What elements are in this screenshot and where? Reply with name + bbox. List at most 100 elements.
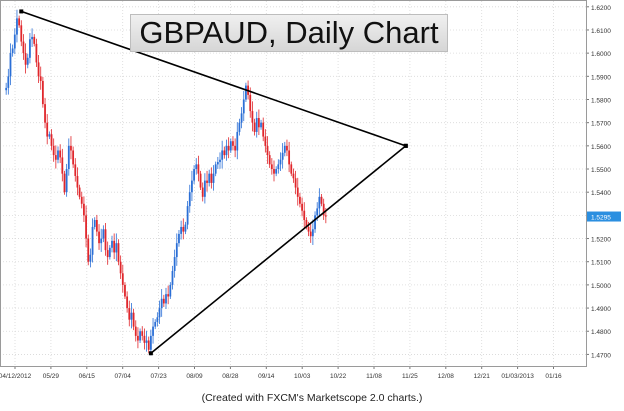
candle-body: [210, 173, 213, 183]
last-price-badge: [587, 211, 621, 222]
candle-body: [208, 173, 211, 183]
x-tick-label: 01/16: [545, 373, 562, 380]
trendline-anchor: [148, 351, 153, 356]
candle-body: [98, 231, 100, 244]
candle-body: [240, 113, 243, 123]
candle-body: [188, 192, 191, 207]
candle-body: [106, 250, 109, 258]
candle-body: [70, 145, 72, 151]
candle-body: [186, 206, 189, 225]
candle-body: [57, 150, 59, 160]
candle-body: [299, 196, 301, 204]
x-tick-label: 12/08: [438, 373, 455, 380]
trendline-upper: [21, 10, 407, 147]
candle-body: [33, 36, 36, 44]
candle-body: [281, 152, 284, 160]
candle-body: [39, 76, 42, 81]
candle-body: [195, 164, 198, 170]
x-tick-label: 12/21: [474, 373, 491, 380]
y-tick-label: 1.5700: [591, 121, 611, 128]
candle-body: [119, 261, 122, 274]
trendline-lower: [150, 145, 407, 354]
candle-body: [11, 48, 14, 54]
chart-caption: (Created with FXCM's Marketscope 2.0 cha…: [201, 392, 423, 404]
candle-body: [85, 215, 87, 239]
candle-body: [24, 53, 27, 65]
candle-body: [173, 257, 176, 271]
candle-body: [193, 169, 195, 181]
candle-body: [50, 134, 53, 146]
candle-body: [141, 331, 144, 336]
candle-body: [225, 145, 228, 156]
candle-body: [54, 155, 57, 160]
candle-body: [296, 187, 299, 197]
y-axis: 1.47001.48001.49001.50001.51001.52001.53…: [586, 5, 621, 359]
candle-body: [262, 122, 265, 137]
y-tick-label: 1.6000: [591, 51, 611, 58]
y-tick-label: 1.5000: [591, 283, 611, 290]
candle-body: [143, 335, 146, 343]
candle-body: [83, 203, 85, 216]
candle-body: [191, 180, 193, 193]
candle-body: [147, 340, 150, 350]
y-tick-label: 1.5400: [591, 190, 611, 197]
candle-body: [130, 312, 133, 320]
candle-body: [320, 196, 323, 204]
candle-body: [292, 173, 295, 179]
candle-body: [137, 335, 139, 341]
candle-body: [311, 229, 314, 237]
candle-body: [288, 150, 291, 165]
candle-body: [171, 270, 174, 285]
x-tick-label: 07/04: [115, 373, 132, 380]
candle-body: [35, 43, 38, 63]
candle-body: [89, 254, 92, 262]
candle-body: [180, 226, 183, 234]
candle-body: [72, 150, 75, 165]
candle-body: [31, 36, 33, 40]
candle-body: [249, 94, 252, 112]
x-axis: 04/12/2012 05/29 06/15 07/04 07/23 08/09 08/28…: [0, 366, 562, 380]
candle-body: [111, 240, 113, 248]
candle-body: [93, 220, 96, 227]
candle-body: [199, 173, 202, 188]
candle-body: [232, 141, 234, 146]
candle-body: [279, 159, 282, 165]
y-tick-label: 1.4800: [591, 329, 611, 336]
candle-body: [26, 57, 29, 65]
candle-body: [238, 122, 241, 132]
candle-body: [216, 162, 219, 165]
candle-body: [212, 173, 215, 183]
candle-body: [309, 231, 312, 237]
candle-body: [221, 150, 224, 160]
candle-body: [149, 335, 152, 350]
candle-body: [169, 284, 172, 297]
candle-body: [268, 155, 271, 165]
y-tick-label: 1.6200: [591, 5, 611, 12]
candle-body: [270, 164, 273, 170]
x-tick-label: 11/08: [366, 373, 382, 380]
candle-body: [121, 273, 124, 285]
candle-body: [22, 41, 25, 54]
candle-body: [294, 178, 297, 188]
candle-body: [87, 238, 90, 262]
candle-body: [95, 220, 98, 232]
candle-body: [41, 80, 44, 105]
candle-body: [74, 164, 77, 176]
x-tick-label: 01/03/2013: [501, 373, 534, 380]
x-tick-label: 08/09: [186, 373, 203, 380]
candle-body: [128, 308, 131, 320]
candle-body: [102, 229, 105, 239]
candle-body: [13, 34, 16, 49]
candle-body: [290, 164, 293, 174]
candles: [5, 9, 327, 356]
candle-body: [184, 224, 187, 232]
candle-body: [78, 187, 81, 197]
x-tick-label: 07/23: [150, 373, 167, 380]
trendlines: [19, 9, 408, 356]
x-tick-label: 05/29: [43, 373, 60, 380]
candle-body: [76, 175, 79, 188]
x-tick-label: 04/12/2012: [0, 373, 32, 380]
candle-body: [154, 321, 157, 327]
x-tick-label: 10/22: [330, 373, 347, 380]
candle-body: [182, 226, 185, 232]
